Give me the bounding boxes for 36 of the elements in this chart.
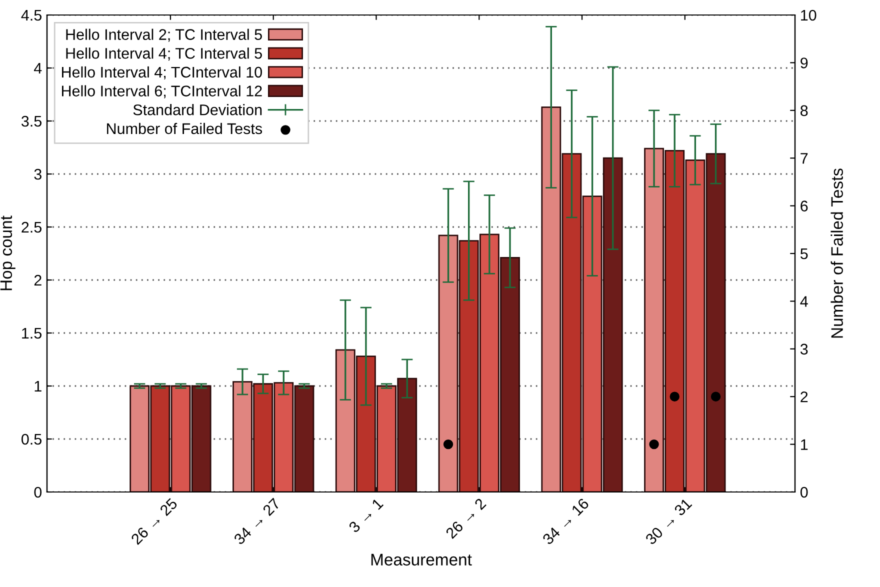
y2-tick-label: 1 [801,439,808,450]
x-tick-label: 26 → 25 [130,498,178,546]
y-tick-label: 1.5 [22,328,42,339]
y-tick-label: 2.5 [22,222,42,233]
y2-tick-label: 2 [800,391,808,402]
annotation: Standard Deviation [133,104,262,116]
y-axis-title: Hop count [0,216,16,290]
x-tick-label: 3 → 1 [348,498,384,534]
y2-tick-label: 9 [800,58,808,68]
y2-tick-label: 7 [800,153,808,164]
x-tick-label: 34 → 16 [542,498,590,546]
y-tick-label: 3 [34,168,42,180]
x-tick-label: 26 → 2 [445,498,487,540]
y-tick-label: 3.5 [21,116,42,127]
y-tick-label: 4 [34,63,42,74]
y-tick-label: 0 [34,486,42,498]
y2-tick-label: 5 [800,248,808,260]
x-tick-label: 34 → 27 [233,498,281,546]
legend-label: Hello Interval 4; TCInterval 10 [62,66,262,80]
y2-tick-label: 8 [800,105,808,116]
x-axis-title: Measurement [371,554,472,566]
y2-tick-label: 6 [800,200,808,212]
y2-tick-label: 3 [800,344,808,355]
y2-tick-label: 4 [800,296,808,307]
legend-label: Number of Failed Tests [107,122,262,134]
y-tick-label: 2 [34,274,42,286]
legend-label: Hello Interval 6; TCInterval 12 [62,85,262,98]
y-tick-label: 1 [34,381,42,392]
y-tick-label: 0.5 [22,434,42,445]
y-tick-label: 4.5 [21,10,42,21]
x-tick-label: 30 → 31 [644,498,692,546]
y2-tick-label: 10 [801,10,816,21]
y2-axis-title: Number of Failed Tests [830,168,843,338]
legend-label: Hello Interval 2; TC Interval 5 [66,28,262,42]
y2-tick-label: 0 [800,486,808,498]
legend-label: Hello Interval 4; TC Interval 5 [66,48,262,61]
